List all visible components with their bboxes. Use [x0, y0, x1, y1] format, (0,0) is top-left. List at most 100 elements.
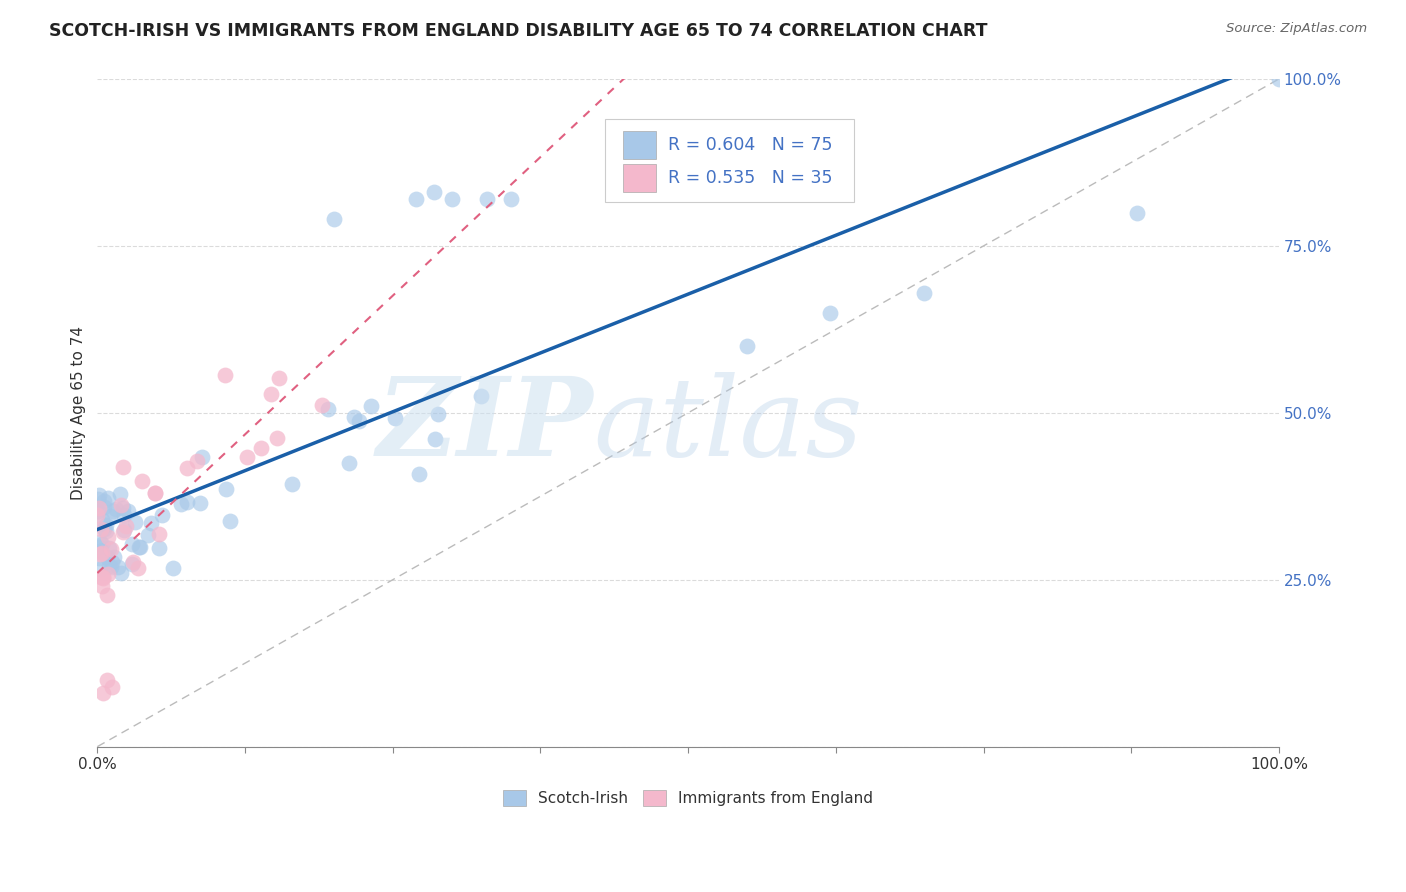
- Point: [93, 570, 115, 584]
- Point: [267, 370, 290, 384]
- Point: [90, 544, 112, 558]
- Point: [347, 415, 370, 429]
- Point: [143, 485, 166, 500]
- Point: [91, 537, 114, 551]
- Point: [1126, 205, 1149, 219]
- Point: [96, 566, 118, 581]
- Point: [91, 579, 114, 593]
- Point: [250, 441, 273, 455]
- Point: [90, 543, 112, 558]
- Point: [148, 526, 170, 541]
- Point: [131, 474, 153, 488]
- Point: [343, 409, 366, 424]
- Point: [176, 460, 198, 475]
- Point: [89, 562, 111, 576]
- Point: [112, 508, 135, 522]
- Point: [148, 541, 170, 556]
- Point: [281, 477, 304, 491]
- Point: [110, 566, 132, 580]
- Point: [121, 537, 143, 551]
- Point: [93, 500, 115, 514]
- Point: [112, 460, 135, 475]
- Legend: Scotch-Irish, Immigrants from England: Scotch-Irish, Immigrants from England: [496, 784, 880, 813]
- Point: [260, 387, 283, 401]
- FancyBboxPatch shape: [606, 119, 853, 202]
- Point: [128, 540, 150, 554]
- Point: [143, 486, 166, 500]
- Point: [100, 542, 122, 557]
- Point: [136, 528, 159, 542]
- Point: [103, 550, 125, 565]
- Text: Source: ZipAtlas.com: Source: ZipAtlas.com: [1226, 22, 1367, 36]
- Point: [115, 519, 138, 533]
- Point: [97, 541, 120, 555]
- Point: [176, 495, 198, 509]
- Text: R = 0.535   N = 35: R = 0.535 N = 35: [668, 169, 832, 187]
- Point: [1268, 72, 1291, 87]
- Point: [98, 509, 121, 524]
- Point: [96, 588, 118, 602]
- Point: [440, 192, 463, 206]
- Point: [266, 431, 288, 445]
- Point: [100, 560, 122, 574]
- Point: [97, 530, 120, 544]
- Point: [162, 561, 184, 575]
- Point: [91, 686, 114, 700]
- Point: [100, 680, 122, 694]
- Point: [214, 368, 236, 382]
- Point: [97, 491, 120, 505]
- Point: [112, 500, 135, 515]
- Point: [121, 557, 143, 571]
- Point: [89, 488, 111, 502]
- Point: [90, 570, 112, 584]
- Point: [121, 555, 143, 569]
- Point: [87, 504, 110, 518]
- Point: [219, 514, 242, 528]
- Bar: [623, 164, 657, 193]
- Text: R = 0.604   N = 75: R = 0.604 N = 75: [668, 136, 832, 154]
- Point: [818, 306, 841, 320]
- Point: [93, 570, 115, 584]
- Point: [477, 192, 499, 206]
- Point: [112, 523, 135, 537]
- Point: [188, 496, 211, 510]
- Point: [339, 456, 361, 470]
- Y-axis label: Disability Age 65 to 74: Disability Age 65 to 74: [72, 326, 86, 500]
- Point: [86, 508, 108, 522]
- Point: [91, 546, 114, 560]
- Point: [107, 560, 129, 574]
- Point: [139, 516, 162, 530]
- Point: [90, 522, 112, 536]
- Point: [124, 515, 146, 529]
- Point: [186, 453, 208, 467]
- Point: [470, 389, 492, 403]
- Point: [86, 492, 108, 507]
- Point: [101, 555, 124, 569]
- Point: [423, 432, 446, 446]
- Point: [89, 551, 111, 566]
- Point: [111, 525, 134, 540]
- Point: [89, 535, 111, 549]
- Point: [93, 494, 115, 508]
- Point: [105, 501, 128, 516]
- Point: [408, 467, 430, 481]
- Point: [215, 482, 238, 496]
- Point: [169, 497, 191, 511]
- Point: [405, 192, 427, 206]
- Point: [360, 399, 382, 413]
- Point: [103, 504, 125, 518]
- Point: [97, 558, 120, 573]
- Point: [735, 339, 758, 353]
- Point: [423, 186, 446, 200]
- Point: [322, 212, 344, 227]
- Point: [914, 285, 936, 300]
- Point: [127, 561, 149, 575]
- Point: [499, 192, 522, 206]
- Point: [94, 518, 117, 533]
- Point: [236, 450, 259, 464]
- Point: [117, 504, 139, 518]
- Point: [150, 508, 173, 522]
- Point: [108, 487, 131, 501]
- Point: [311, 398, 333, 412]
- Point: [89, 547, 111, 561]
